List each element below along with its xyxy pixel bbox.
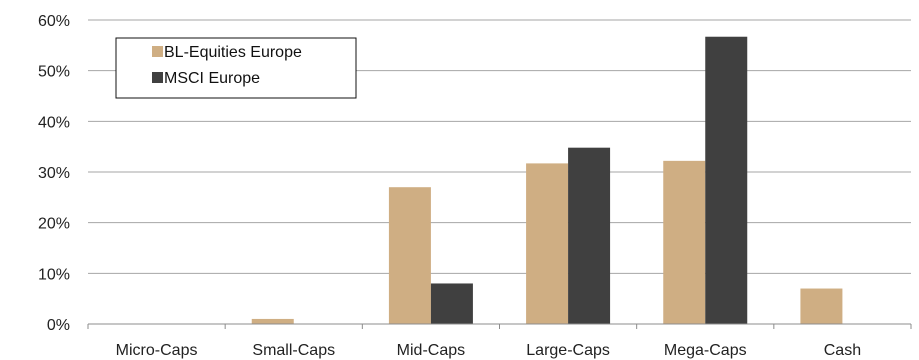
x-tick-label: Mid-Caps (397, 342, 465, 359)
bar-bl-equities-europe-cash (800, 288, 843, 324)
y-tick-label: 60% (38, 13, 70, 30)
bar-msci-europe-large-caps (568, 147, 611, 324)
y-tick-label: 0% (47, 317, 70, 334)
y-tick-label: 20% (38, 216, 70, 233)
legend-swatch-bl-equities-europe (152, 46, 163, 57)
x-tick-label: Large-Caps (526, 342, 610, 359)
bar-bl-equities-europe-mega-caps (663, 160, 706, 324)
bars (251, 36, 843, 324)
x-tick-label: Small-Caps (252, 342, 335, 359)
bar-bl-equities-europe-small-caps (251, 318, 294, 324)
legend-label-bl-equities-europe: BL-Equities Europe (164, 44, 302, 61)
bar-msci-europe-mega-caps (705, 36, 748, 324)
bar-bl-equities-europe-large-caps (526, 163, 569, 324)
y-axis-ticks: 0% 10% 20% 30% 40% 50% 60% (38, 13, 70, 334)
legend-swatch-msci-europe (152, 72, 163, 83)
y-tick-label: 10% (38, 266, 70, 283)
x-axis: Micro-Caps Small-Caps Mid-Caps Large-Caps Me… (87, 323, 912, 359)
legend: BL-Equities Europe MSCI Europe (115, 37, 357, 99)
y-tick-label: 50% (38, 64, 70, 81)
x-tick-label: Micro-Caps (116, 342, 198, 359)
x-tick-label: Cash (824, 342, 861, 359)
legend-label-msci-europe: MSCI Europe (164, 70, 260, 87)
bar-msci-europe-mid-caps (430, 283, 473, 324)
x-tick-label: Mega-Caps (664, 342, 747, 359)
bar-bl-equities-europe-mid-caps (388, 187, 431, 324)
y-tick-label: 40% (38, 114, 70, 131)
y-tick-label: 30% (38, 165, 70, 182)
